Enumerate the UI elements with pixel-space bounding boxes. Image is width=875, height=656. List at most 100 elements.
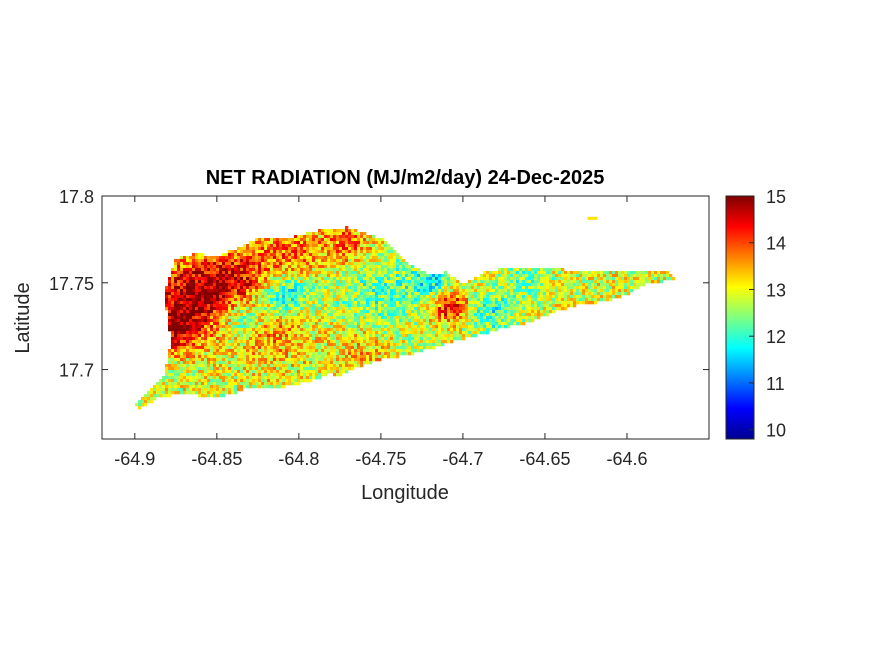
- heatmap-cell: [180, 289, 184, 293]
- heatmap-cell: [195, 310, 199, 314]
- heatmap-cell: [177, 328, 181, 332]
- heatmap-cell: [318, 271, 322, 275]
- heatmap-cell: [204, 379, 208, 383]
- heatmap-cell: [510, 304, 514, 308]
- heatmap-cell: [576, 274, 580, 278]
- heatmap-cell: [597, 280, 601, 284]
- heatmap-cell: [258, 385, 262, 389]
- heatmap-cell: [186, 346, 190, 350]
- heatmap-cell: [291, 286, 295, 290]
- heatmap-cell: [201, 292, 205, 296]
- heatmap-cell: [171, 322, 175, 326]
- heatmap-cell: [366, 235, 370, 239]
- heatmap-cell: [324, 304, 328, 308]
- heatmap-cell: [366, 325, 370, 329]
- heatmap-cell: [210, 385, 214, 389]
- heatmap-cell: [360, 259, 364, 263]
- heatmap-cell: [360, 349, 364, 353]
- heatmap-cell: [303, 253, 307, 257]
- heatmap-cell: [216, 361, 220, 365]
- heatmap-cell: [372, 304, 376, 308]
- heatmap-cell: [189, 304, 193, 308]
- heatmap-cell: [222, 256, 226, 260]
- heatmap-cell: [444, 289, 448, 293]
- heatmap-cell: [189, 391, 193, 395]
- heatmap-cell: [219, 367, 223, 371]
- heatmap-cell: [207, 388, 211, 392]
- heatmap-cell: [357, 271, 361, 275]
- heatmap-cell: [312, 376, 316, 380]
- heatmap-cell: [228, 376, 232, 380]
- heatmap-cell: [327, 244, 331, 248]
- heatmap-cell: [198, 334, 202, 338]
- heatmap-cell: [309, 319, 313, 323]
- heatmap-cell: [303, 292, 307, 296]
- heatmap-cell: [294, 373, 298, 377]
- heatmap-cell: [231, 373, 235, 377]
- heatmap-cell: [330, 262, 334, 266]
- heatmap-cell: [225, 370, 229, 374]
- heatmap-cell: [549, 277, 553, 281]
- heatmap-cell: [369, 274, 373, 278]
- heatmap-cell: [297, 310, 301, 314]
- heatmap-cell: [432, 301, 436, 305]
- heatmap-cell: [534, 280, 538, 284]
- heatmap-cell: [522, 298, 526, 302]
- heatmap-cell: [441, 301, 445, 305]
- heatmap-cell: [321, 232, 325, 236]
- heatmap-cell: [219, 394, 223, 398]
- heatmap-cell: [561, 274, 565, 278]
- heatmap-cell: [249, 385, 253, 389]
- heatmap-cell: [378, 346, 382, 350]
- heatmap-cell: [192, 340, 196, 344]
- heatmap-cell: [237, 292, 241, 296]
- heatmap-cell: [186, 313, 190, 317]
- heatmap-cell: [198, 256, 202, 260]
- heatmap-cell: [267, 250, 271, 254]
- heatmap-cell: [336, 289, 340, 293]
- heatmap-cell: [468, 316, 472, 320]
- heatmap-cell: [354, 349, 358, 353]
- heatmap-cell: [243, 271, 247, 275]
- heatmap-cell: [225, 346, 229, 350]
- heatmap-cell: [339, 367, 343, 371]
- heatmap-cell: [201, 331, 205, 335]
- heatmap-cell: [546, 313, 550, 317]
- heatmap-cell: [270, 292, 274, 296]
- heatmap-cell: [228, 268, 232, 272]
- heatmap-cell: [207, 313, 211, 317]
- heatmap-cell: [168, 292, 172, 296]
- heatmap-cell: [201, 376, 205, 380]
- heatmap-cell: [414, 277, 418, 281]
- heatmap-cell: [573, 271, 577, 275]
- heatmap-cell: [192, 364, 196, 368]
- heatmap-cell: [261, 319, 265, 323]
- heatmap-cell: [321, 325, 325, 329]
- heatmap-cell: [459, 289, 463, 293]
- heatmap-cell: [390, 292, 394, 296]
- heatmap-cell: [381, 250, 385, 254]
- heatmap-cell: [459, 292, 463, 296]
- heatmap-cell: [264, 343, 268, 347]
- heatmap-cell: [483, 319, 487, 323]
- heatmap-cell: [183, 358, 187, 362]
- heatmap-cell: [420, 340, 424, 344]
- heatmap-cell: [402, 301, 406, 305]
- heatmap-cell: [393, 304, 397, 308]
- heatmap-cell: [300, 295, 304, 299]
- heatmap-cell: [609, 289, 613, 293]
- heatmap-cell: [294, 253, 298, 257]
- heatmap-cell: [405, 310, 409, 314]
- heatmap-cell: [144, 394, 148, 398]
- heatmap-cell: [339, 277, 343, 281]
- heatmap-cell: [231, 283, 235, 287]
- heatmap-cell: [192, 388, 196, 392]
- heatmap-cell: [333, 280, 337, 284]
- heatmap-cell: [381, 271, 385, 275]
- heatmap-cell: [279, 277, 283, 281]
- heatmap-cell: [240, 262, 244, 266]
- heatmap-cell: [288, 319, 292, 323]
- heatmap-cell: [249, 352, 253, 356]
- heatmap-cell: [174, 262, 178, 266]
- heatmap-cell: [546, 286, 550, 290]
